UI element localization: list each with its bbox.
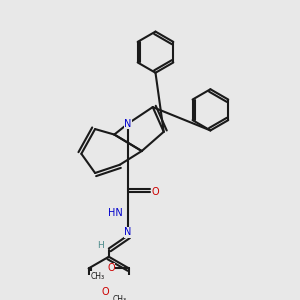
Text: N: N [124, 227, 132, 237]
Text: N: N [124, 118, 132, 129]
Text: O: O [102, 287, 110, 297]
Text: O: O [152, 187, 159, 197]
Text: CH₃: CH₃ [90, 272, 104, 280]
Text: HN: HN [108, 208, 123, 218]
Text: CH₃: CH₃ [113, 295, 127, 300]
Text: H: H [97, 241, 104, 250]
Text: O: O [107, 263, 115, 273]
